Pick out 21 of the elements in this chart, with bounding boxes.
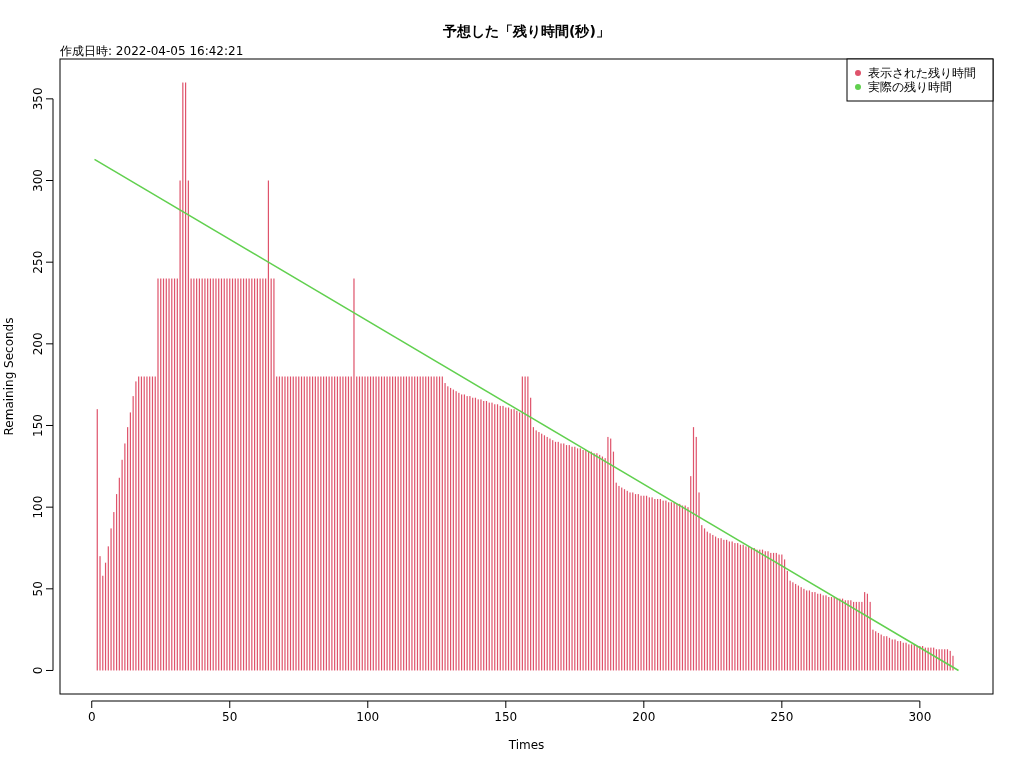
text: 作成日時: 2022-04-05 16:42:21 [59,44,244,58]
y-tick-label: 300 [31,169,45,192]
chart-title: 予想した「残り時間(秒)」 [442,23,610,39]
legend-label: 実際の残り時間 [868,80,952,94]
y-tick-label: 50 [31,581,45,597]
y-tick-label: 150 [31,414,45,437]
x-tick-label: 100 [356,710,380,724]
y-tick-label: 0 [31,666,45,675]
x-tick-label: 0 [87,710,96,724]
x-axis-title: Times [507,738,545,752]
x-tick-label: 150 [494,710,518,724]
y-tick-label: 100 [31,495,45,519]
y-axis-title: Remaining Seconds [2,317,16,436]
y-tick-label: 350 [31,87,45,111]
x-tick-label: 50 [222,710,238,724]
x-tick-label: 250 [770,710,794,724]
y-tick-label: 200 [31,332,45,356]
x-tick-label: 200 [632,710,656,724]
x-tick-label: 300 [908,710,932,724]
y-tick-label: 250 [31,250,45,274]
legend-label: 表示された残り時間 [868,66,976,80]
